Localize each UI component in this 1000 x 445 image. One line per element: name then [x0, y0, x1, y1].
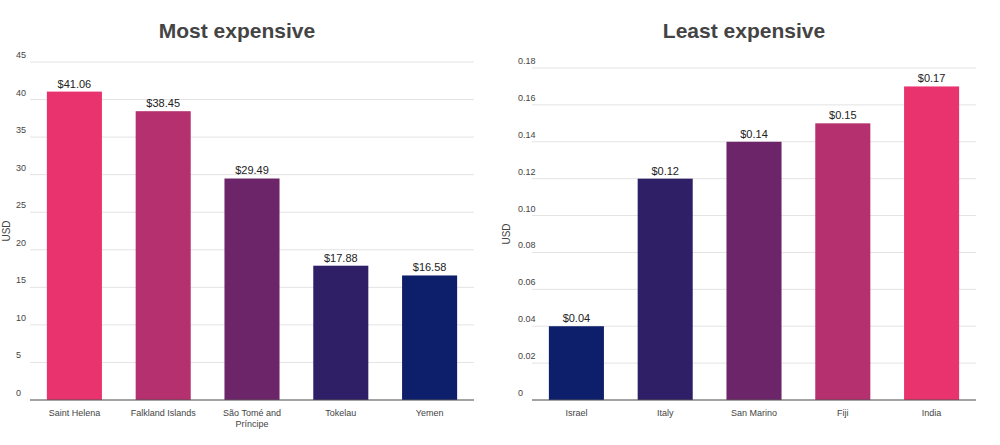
label-line: Italy	[657, 408, 674, 418]
grid-line	[532, 68, 976, 69]
x-axis-line	[30, 400, 474, 401]
bar	[904, 86, 959, 400]
x-tick-label: Falkland Islands	[131, 408, 197, 418]
y-tick-label: 0.10	[518, 204, 536, 214]
bar	[136, 111, 191, 400]
label-line: Israel	[565, 408, 587, 418]
bars	[47, 92, 457, 400]
grid-line	[30, 62, 474, 63]
label-line: Falkland Islands	[131, 408, 197, 418]
bar	[47, 92, 102, 400]
y-tick-label: 0	[16, 388, 21, 398]
data-label: $0.14	[740, 128, 768, 140]
data-label: $29.49	[235, 164, 269, 176]
x-tick-label: Saint Helena	[49, 408, 101, 418]
y-tick-label: 0.08	[518, 240, 536, 250]
y-tick-label: 35	[16, 125, 26, 135]
y-axis-label: USD	[1, 220, 12, 241]
y-tick-label: 30	[16, 163, 26, 173]
label-line: São Tomé and	[223, 408, 281, 418]
y-tick-label: 15	[16, 275, 26, 285]
bars	[549, 86, 959, 400]
data-label: $0.04	[563, 312, 591, 324]
y-tick-label: 0.02	[518, 351, 536, 361]
y-tick-label: 20	[16, 238, 26, 248]
y-tick-label: 0	[518, 388, 523, 398]
label-line: Saint Helena	[49, 408, 101, 418]
data-label: $41.06	[58, 78, 92, 90]
label-line: Tokelau	[325, 408, 356, 418]
label-line: Príncipe	[235, 419, 268, 429]
bar	[726, 142, 781, 400]
x-tick-label: São Tomé andPríncipe	[223, 408, 281, 429]
x-tick-label: Tokelau	[325, 408, 356, 418]
label-line: San Marino	[731, 408, 777, 418]
bar	[224, 178, 279, 400]
data-label: $0.15	[829, 109, 857, 121]
bar	[313, 266, 368, 400]
data-label: $16.58	[413, 261, 447, 273]
bar	[638, 179, 693, 400]
bar	[815, 123, 870, 400]
x-tick-label: Fiji	[837, 408, 849, 418]
label-line: Fiji	[837, 408, 849, 418]
y-tick-label: 0.16	[518, 93, 536, 103]
y-tick-label: 0.04	[518, 314, 536, 324]
data-label: $17.88	[324, 252, 358, 264]
x-tick-label: Israel	[565, 408, 587, 418]
x-tick-label: Yemen	[416, 408, 444, 418]
y-tick-label: 45	[16, 50, 26, 60]
data-label: $38.45	[146, 97, 180, 109]
y-tick-label: 5	[16, 350, 21, 360]
x-tick-label: India	[922, 408, 942, 418]
y-tick-label: 0.14	[518, 130, 536, 140]
x-tick-label: San Marino	[731, 408, 777, 418]
y-tick-label: 0.18	[518, 56, 536, 66]
data-label: $0.17	[918, 72, 946, 84]
y-tick-label: 25	[16, 200, 26, 210]
y-tick-label: 0.12	[518, 167, 536, 177]
label-line: Yemen	[416, 408, 444, 418]
grid-line	[532, 400, 976, 401]
bar	[402, 275, 457, 400]
y-axis-label: USD	[501, 223, 512, 244]
x-tick-label: Italy	[657, 408, 674, 418]
bar	[549, 326, 604, 400]
x-axis-line	[532, 400, 976, 401]
label-line: India	[922, 408, 942, 418]
chart-title: Most expensive	[159, 19, 315, 42]
data-label: $0.12	[651, 165, 679, 177]
grid-line	[30, 400, 474, 401]
y-tick-label: 10	[16, 313, 26, 323]
y-tick-label: 40	[16, 88, 26, 98]
y-tick-label: 0.06	[518, 277, 536, 287]
chart-title: Least expensive	[663, 19, 825, 42]
chart-root: Most expensive USD 0 5 10 15 20 25 30 35 40 45 $41.0…	[0, 0, 1000, 445]
